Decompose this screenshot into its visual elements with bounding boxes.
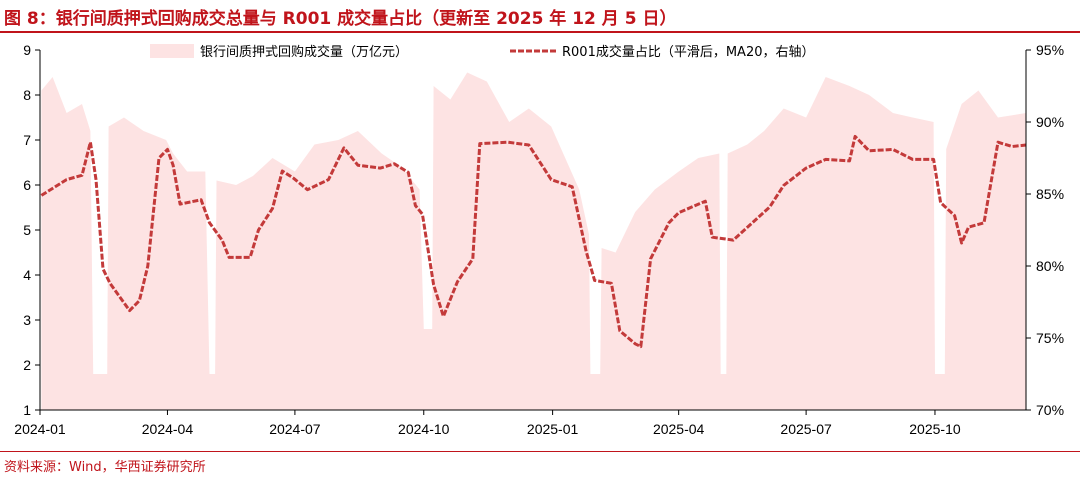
y-left-tick-label: 7: [23, 132, 31, 148]
footer-divider: [0, 451, 1080, 452]
y-right-tick-label: 70%: [1036, 402, 1064, 418]
x-tick-label: 2025-10: [909, 421, 961, 437]
y-right-tick-label: 90%: [1036, 114, 1064, 130]
x-tick-label: 2025-04: [653, 421, 705, 437]
x-tick-label: 2025-07: [780, 421, 832, 437]
source-note: 资料来源：Wind，华西证券研究所: [4, 460, 206, 475]
y-right-tick-label: 95%: [1036, 42, 1064, 58]
legend-label-ratio: R001成交量占比（平滑后，MA20，右轴）: [562, 44, 815, 60]
x-tick-label: 2024-01: [14, 421, 66, 437]
y-left-tick-label: 4: [23, 267, 31, 283]
x-tick-label: 2025-01: [527, 421, 579, 437]
legend-label-volume: 银行间质押式回购成交量（万亿元）: [200, 44, 408, 60]
y-left-tick-label: 8: [23, 87, 31, 103]
legend: 银行间质押式回购成交量（万亿元） R001成交量占比（平滑后，MA20，右轴）: [150, 44, 815, 60]
y-left-tick-label: 9: [23, 42, 31, 58]
x-tick-label: 2024-07: [269, 421, 321, 437]
ratio-line-series: [40, 134, 1027, 349]
y-right-tick-label: 75%: [1036, 330, 1064, 346]
ratio-line-layer: [40, 134, 1027, 349]
axes-layer: 1 2 3 4 5 6 7 8 9 70% 75% 80% 85% 90% 95% 2024-01 2024-0…: [14, 42, 1064, 437]
chart-title: 图 8：银行间质押式回购成交总量与 R001 成交量占比（更新至 2025 年 …: [4, 9, 677, 29]
y-left-tick-label: 6: [23, 177, 31, 193]
y-left-tick-label: 3: [23, 312, 31, 328]
y-right-tick-label: 85%: [1036, 186, 1064, 202]
volume-area-series: [41, 72, 1026, 410]
y-right-tick-label: 80%: [1036, 258, 1064, 274]
y-left-tick-label: 5: [23, 222, 31, 238]
volume-area-layer: [41, 72, 1026, 410]
y-left-tick-label: 2: [23, 357, 31, 373]
x-tick-label: 2024-10: [398, 421, 450, 437]
title-divider: [0, 31, 1080, 33]
x-tick-label: 2024-04: [142, 421, 194, 437]
y-left-tick-label: 1: [23, 402, 31, 418]
chart-svg: 1 2 3 4 5 6 7 8 9 70% 75% 80% 85% 90% 95% 2024-01 2024-0…: [14, 42, 1064, 437]
legend-swatch-volume: [150, 44, 194, 58]
